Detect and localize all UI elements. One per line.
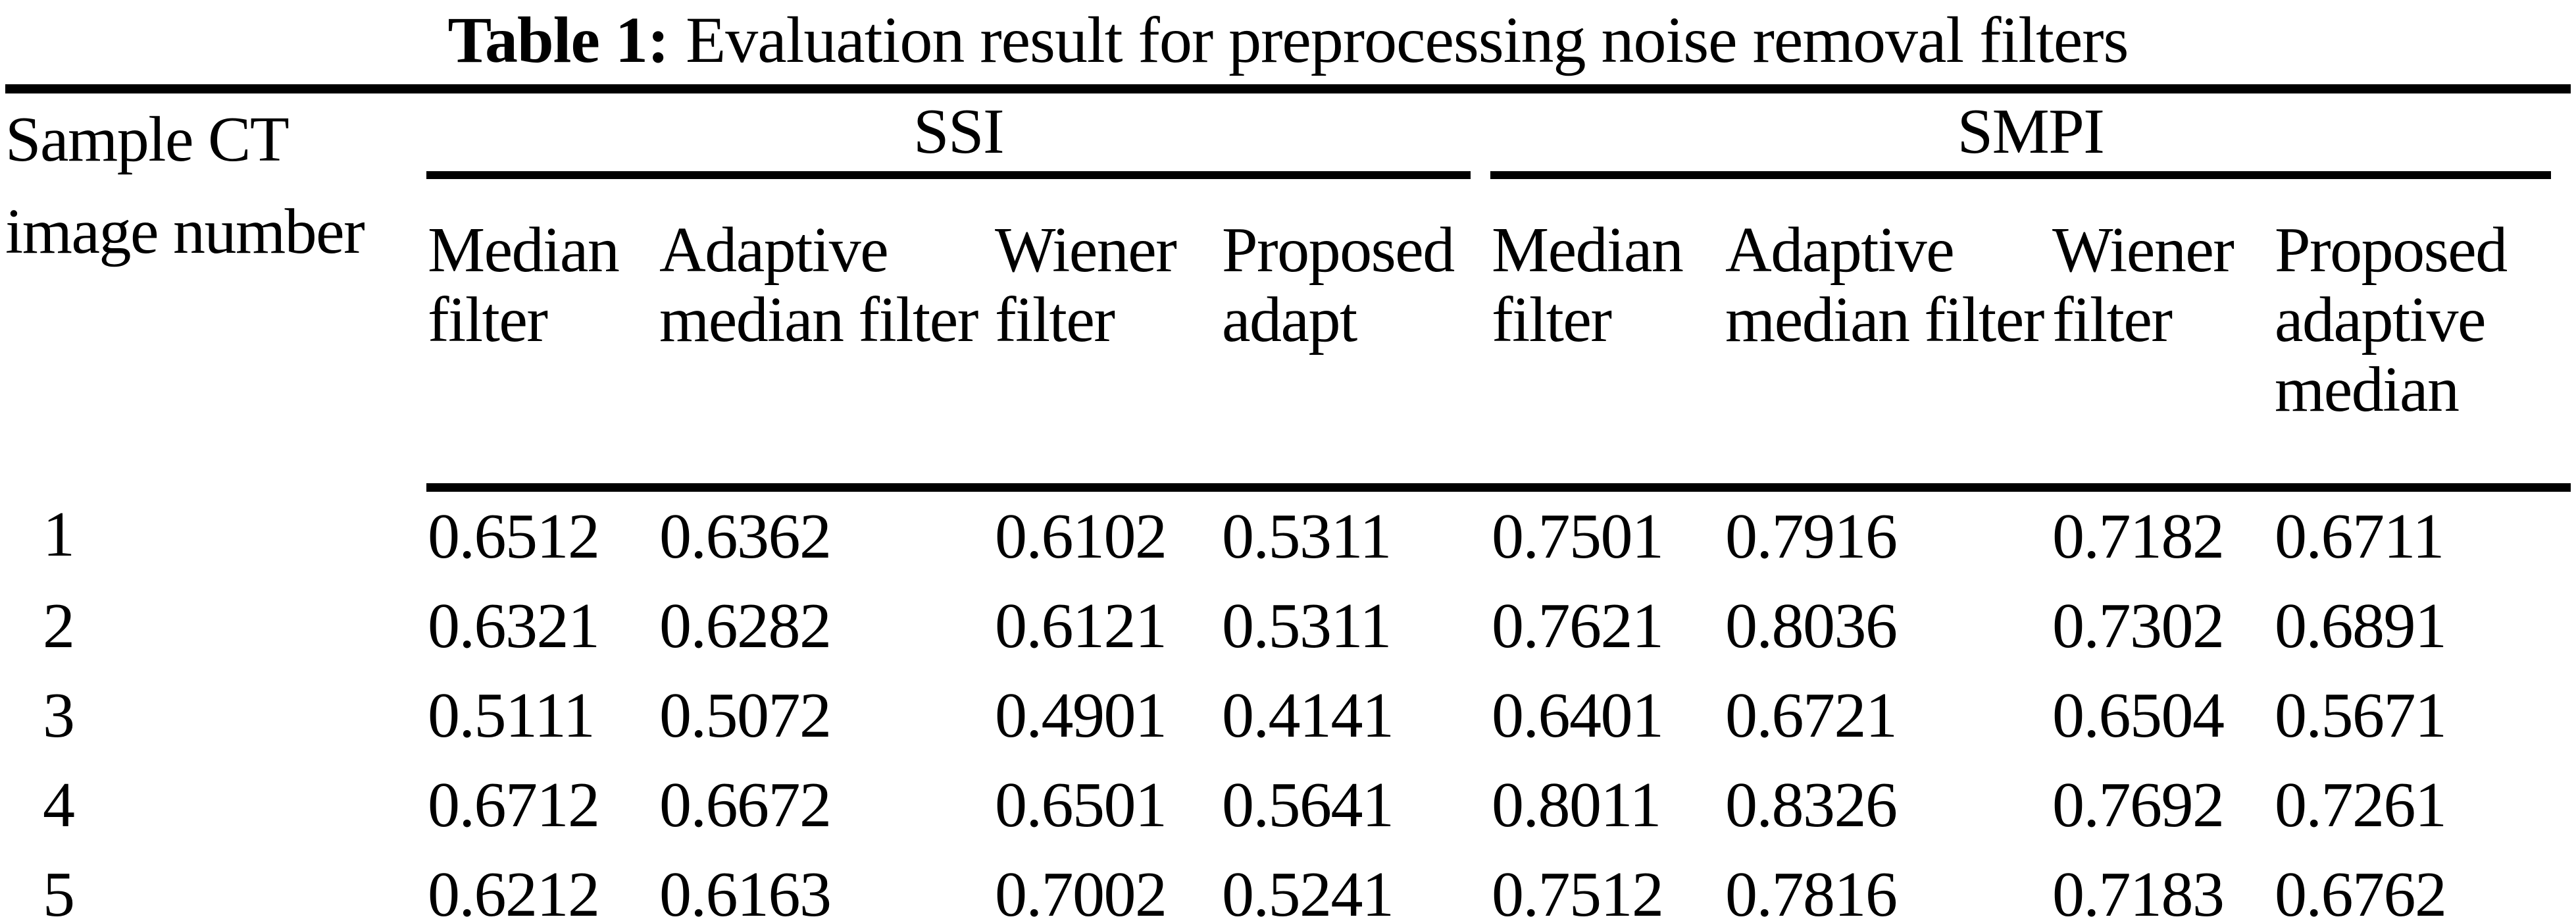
value-cell: 0.6121 <box>995 591 1167 662</box>
value-cell: 0.7916 <box>1725 501 1898 572</box>
group-header-ssi: SSI <box>426 89 1490 179</box>
value-cell: 0.6163 <box>659 859 832 921</box>
value-cell: 0.6501 <box>995 770 1167 841</box>
value-cell: 0.7512 <box>1492 859 1664 921</box>
table-row: 1 0.6512 0.6362 0.6102 0.5311 0.7501 0.7… <box>5 488 2571 582</box>
value-cell: 0.6762 <box>2275 859 2447 921</box>
ssi-group-rule <box>426 171 1471 179</box>
table-caption: Table 1: Evaluation result for preprocess… <box>0 4 2576 84</box>
value-cell: 0.8036 <box>1725 591 1898 662</box>
row-number-cell: 2 <box>43 591 75 662</box>
row-number-cell: 3 <box>43 680 75 751</box>
value-cell: 0.5311 <box>1222 501 1392 572</box>
value-cell: 0.4141 <box>1222 680 1394 751</box>
value-cell: 0.5241 <box>1222 859 1394 921</box>
smpi-group-rule <box>1490 171 2552 179</box>
value-cell: 0.6712 <box>428 770 600 841</box>
value-cell: 0.7816 <box>1725 859 1898 921</box>
table-row: 2 0.6321 0.6282 0.6121 0.5311 0.7621 0.8… <box>5 581 2571 671</box>
value-cell: 0.6512 <box>428 501 600 572</box>
group-header-smpi: SMPI <box>1490 89 2571 179</box>
value-cell: 0.6891 <box>2275 591 2447 662</box>
column-header-smpi-median-filter: Median filter <box>1490 179 1725 492</box>
value-cell: 0.7692 <box>2052 770 2225 841</box>
table-row: 3 0.5111 0.5072 0.4901 0.4141 0.6401 0.6… <box>5 671 2571 760</box>
value-cell: 0.7302 <box>2052 591 2225 662</box>
value-cell: 0.7261 <box>2275 770 2447 841</box>
column-header-row: Median filter Adaptive median filter Wie… <box>5 179 2571 492</box>
row-number-cell: 5 <box>43 859 75 921</box>
stub-header: Sample CT image number <box>5 104 365 267</box>
column-header-ssi-proposed-adapt: Proposed adapt <box>1221 179 1491 492</box>
value-cell: 0.7501 <box>1492 501 1664 572</box>
column-header-smpi-adaptive-median-filter: Adaptive median filter <box>1724 179 2052 492</box>
column-header-smpi-proposed-adaptive-median: Proposed adaptive median <box>2273 179 2571 492</box>
column-header-ssi-adaptive-median-filter: Adaptive median filter <box>658 179 994 492</box>
value-cell: 0.6212 <box>428 859 600 921</box>
value-cell: 0.7183 <box>2052 859 2225 921</box>
value-cell: 0.5311 <box>1222 591 1392 662</box>
results-table: Sample CT image number SSI SMPI Median f… <box>5 84 2571 921</box>
value-cell: 0.6711 <box>2275 501 2444 572</box>
table-row: 4 0.6712 0.6672 0.6501 0.5641 0.8011 0.8… <box>5 760 2571 850</box>
group-label-smpi: SMPI <box>1957 96 2105 167</box>
value-cell: 0.5111 <box>428 680 595 751</box>
group-header-row: Sample CT image number SSI SMPI <box>5 89 2571 267</box>
value-cell: 0.5072 <box>659 680 832 751</box>
table-caption-label: Table 1: <box>447 3 670 76</box>
value-cell: 0.6102 <box>995 501 1167 572</box>
value-cell: 0.6672 <box>659 770 832 841</box>
value-cell: 0.6362 <box>659 501 832 572</box>
column-header-ssi-wiener-filter: Wiener filter <box>994 179 1221 492</box>
row-number-cell: 4 <box>43 770 75 841</box>
table-caption-text: Evaluation result for preprocessing nois… <box>686 3 2129 76</box>
value-cell: 0.6721 <box>1725 680 1898 751</box>
value-cell: 0.4901 <box>995 680 1167 751</box>
group-label-ssi: SSI <box>913 96 1005 167</box>
table-row: 5 0.6212 0.6163 0.7002 0.5241 0.7512 0.7… <box>5 850 2571 921</box>
value-cell: 0.6321 <box>428 591 600 662</box>
column-header-ssi-median-filter: Median filter <box>426 179 658 492</box>
value-cell: 0.6504 <box>2052 680 2225 751</box>
value-cell: 0.5671 <box>2275 680 2447 751</box>
value-cell: 0.5641 <box>1222 770 1394 841</box>
value-cell: 0.7182 <box>2052 501 2225 572</box>
value-cell: 0.8326 <box>1725 770 1898 841</box>
value-cell: 0.6401 <box>1492 680 1664 751</box>
value-cell: 0.8011 <box>1492 770 1661 841</box>
column-header-smpi-wiener-filter: Wiener filter <box>2051 179 2274 492</box>
value-cell: 0.6282 <box>659 591 832 662</box>
value-cell: 0.7002 <box>995 859 1167 921</box>
row-number-cell: 1 <box>43 498 75 570</box>
value-cell: 0.7621 <box>1492 591 1664 662</box>
